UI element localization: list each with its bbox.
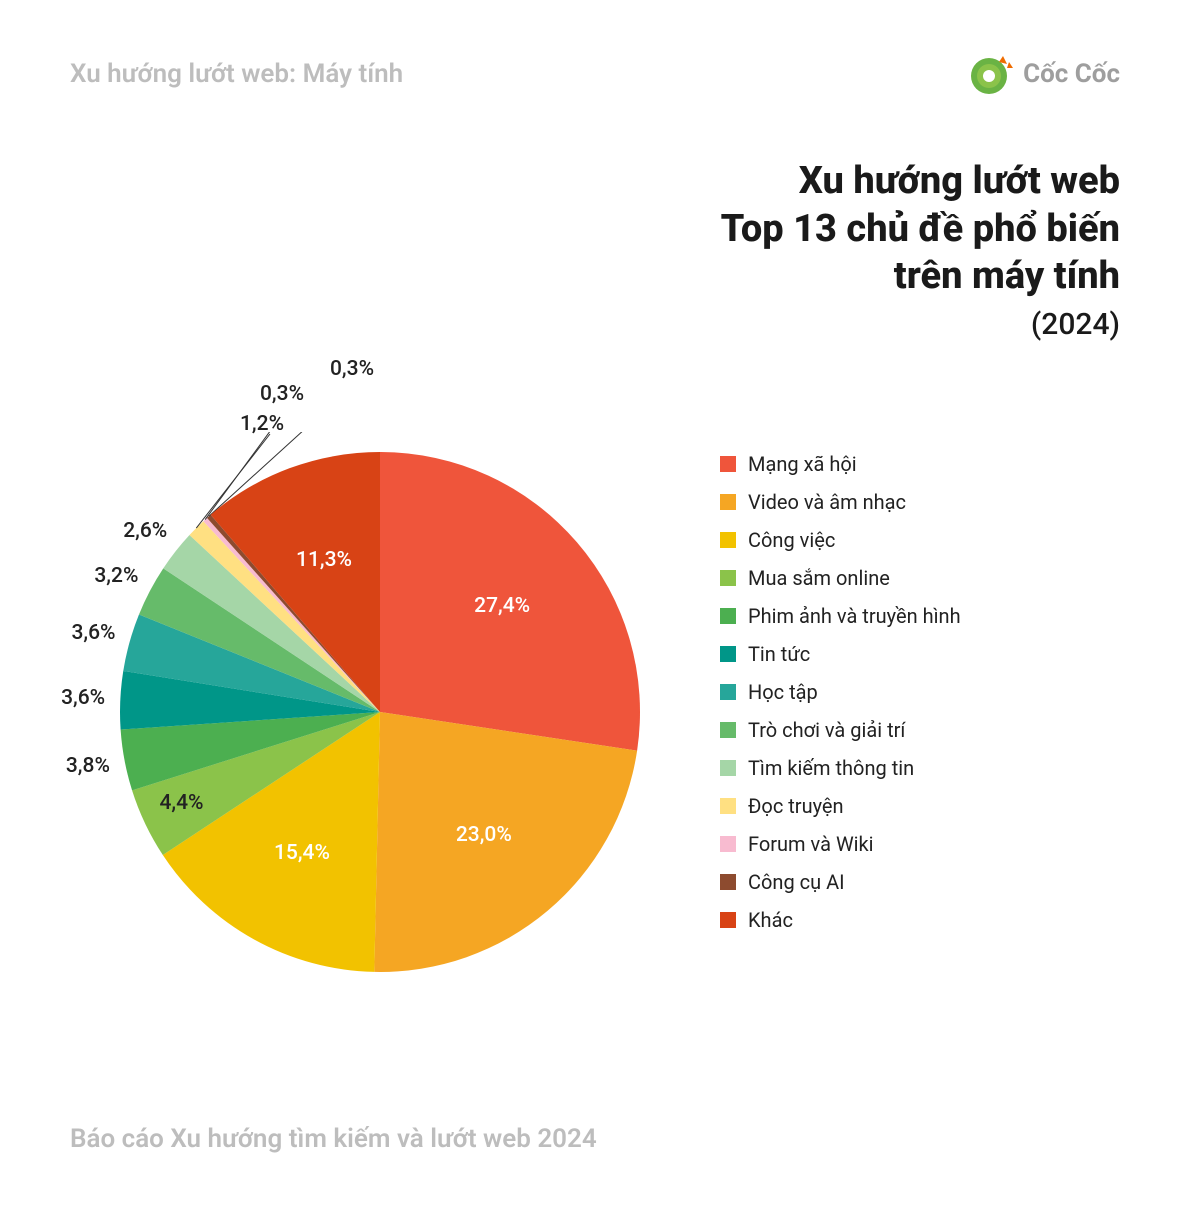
legend-label: Khác xyxy=(748,908,793,932)
legend-swatch xyxy=(720,456,736,472)
legend-item: Khác xyxy=(720,908,961,932)
brand-name: Cốc Cốc xyxy=(1023,59,1120,89)
chart-area: 27,4% 23,0% 15,4% 4,4% 3,8% 3,6% 3,6% 3,2% 2,6% 1… xyxy=(0,342,1190,992)
slice-percent-label: 0,3% xyxy=(330,357,374,381)
legend-label: Trò chơi và giải trí xyxy=(748,718,905,742)
pie-chart: 27,4%23,0%15,4%4,4%3,8%3,6%3,6%3,2%2,6%1… xyxy=(100,372,660,992)
legend-label: Forum và Wiki xyxy=(748,832,874,856)
legend-swatch xyxy=(720,532,736,548)
legend-item: Đọc truyện xyxy=(720,794,961,818)
legend: Mạng xã hội Video và âm nhạc Công việc Mua … xyxy=(720,372,961,946)
legend-label: Mạng xã hội xyxy=(748,452,857,476)
legend-label: Học tập xyxy=(748,680,818,704)
page-category: Xu hướng lướt web: Máy tính xyxy=(70,59,403,89)
legend-label: Đọc truyện xyxy=(748,794,844,818)
title-year: (2024) xyxy=(0,307,1120,342)
slice-percent-label: 1,2% xyxy=(240,412,284,436)
slice-percent-label: 3,6% xyxy=(61,686,105,710)
legend-item: Tìm kiếm thông tin xyxy=(720,756,961,780)
brand-logo: Cốc Cốc xyxy=(967,50,1120,98)
title-line-3: trên máy tính xyxy=(0,253,1120,301)
legend-item: Trò chơi và giải trí xyxy=(720,718,961,742)
legend-swatch xyxy=(720,570,736,586)
legend-label: Tin tức xyxy=(748,642,810,666)
legend-item: Forum và Wiki xyxy=(720,832,961,856)
title-line-1: Xu hướng lướt web xyxy=(0,158,1120,206)
footer-report-name: Báo cáo Xu hướng tìm kiếm và lướt web 20… xyxy=(70,1124,597,1154)
legend-swatch xyxy=(720,722,736,738)
title-line-2: Top 13 chủ đề phổ biến xyxy=(0,206,1120,254)
legend-item: Công cụ AI xyxy=(720,870,961,894)
legend-label: Mua sắm online xyxy=(748,566,890,590)
slice-percent-label: 11,3% xyxy=(296,548,352,572)
slice-percent-label: 15,4% xyxy=(274,841,330,865)
legend-item: Phim ảnh và truyền hình xyxy=(720,604,961,628)
legend-label: Tìm kiếm thông tin xyxy=(748,756,914,780)
legend-swatch xyxy=(720,836,736,852)
legend-item: Công việc xyxy=(720,528,961,552)
header: Xu hướng lướt web: Máy tính Cốc Cốc xyxy=(0,0,1190,98)
legend-swatch xyxy=(720,684,736,700)
legend-swatch xyxy=(720,912,736,928)
slice-percent-label: 0,3% xyxy=(260,382,304,406)
pie-svg xyxy=(100,432,660,992)
legend-swatch xyxy=(720,608,736,624)
slice-percent-label: 23,0% xyxy=(456,823,512,847)
chart-title-block: Xu hướng lướt web Top 13 chủ đề phổ biến… xyxy=(0,98,1190,342)
coccoc-logo-icon xyxy=(967,50,1015,98)
slice-percent-label: 3,8% xyxy=(66,754,110,778)
legend-swatch xyxy=(720,646,736,662)
slice-percent-label: 27,4% xyxy=(474,594,530,618)
slice-percent-label: 2,6% xyxy=(123,519,167,543)
legend-label: Công việc xyxy=(748,528,835,552)
slice-percent-label: 4,4% xyxy=(159,791,203,815)
legend-swatch xyxy=(720,798,736,814)
slice-percent-label: 3,2% xyxy=(94,564,138,588)
legend-swatch xyxy=(720,874,736,890)
legend-label: Công cụ AI xyxy=(748,870,845,894)
legend-label: Phim ảnh và truyền hình xyxy=(748,604,961,628)
legend-swatch xyxy=(720,760,736,776)
legend-item: Tin tức xyxy=(720,642,961,666)
legend-item: Video và âm nhạc xyxy=(720,490,961,514)
legend-label: Video và âm nhạc xyxy=(748,490,906,514)
legend-item: Học tập xyxy=(720,680,961,704)
legend-item: Mạng xã hội xyxy=(720,452,961,476)
legend-item: Mua sắm online xyxy=(720,566,961,590)
legend-swatch xyxy=(720,494,736,510)
slice-percent-label: 3,6% xyxy=(71,621,115,645)
